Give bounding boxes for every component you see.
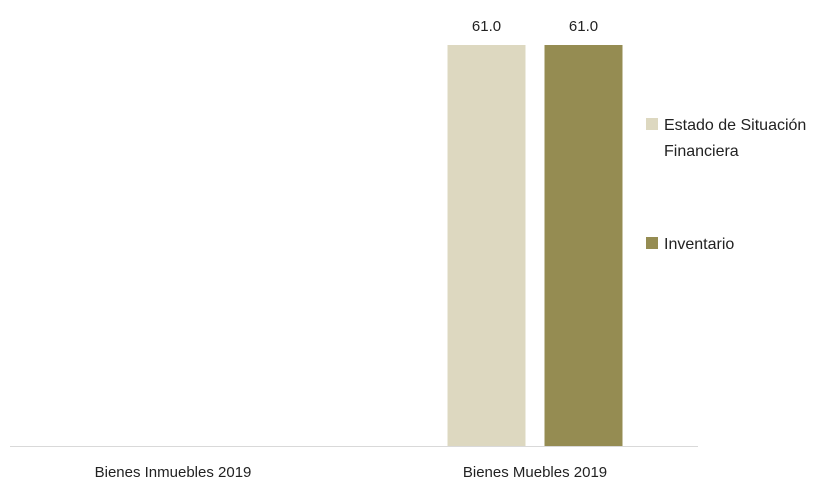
data-label-1-2: 61.0: [472, 18, 501, 35]
bars-layer: [447, 45, 623, 446]
x-tick-label-1: Bienes Inmuebles 2019: [95, 464, 252, 481]
legend-label-1-line-1: Estado de Situación: [664, 117, 806, 134]
x-tick-labels: Bienes Inmuebles 2019 Bienes Muebles 2019: [95, 464, 608, 481]
data-labels-layer: 61.0 61.0: [472, 18, 598, 35]
legend-label-1-line-2: Financiera: [664, 143, 739, 160]
legend-label-2-line-1: Inventario: [664, 236, 734, 253]
bar-2-2: [544, 45, 623, 446]
x-tick-label-2: Bienes Muebles 2019: [463, 464, 607, 481]
legend-swatch-2: [646, 237, 658, 249]
data-label-2-2: 61.0: [569, 18, 598, 35]
bar-1-2: [447, 45, 526, 446]
legend-swatch-1: [646, 118, 658, 130]
legend: Estado de Situación Financiera Inventario: [646, 117, 806, 253]
